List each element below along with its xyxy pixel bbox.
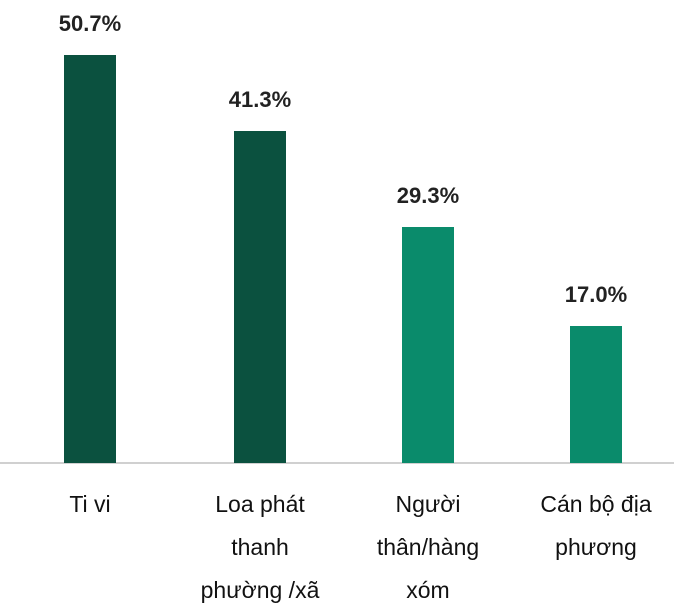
- value-label: 17.0%: [564, 282, 628, 308]
- value-label: 41.3%: [228, 86, 292, 112]
- x-tick-label: Người thân/hàng xóm: [376, 491, 480, 603]
- x-tick-label: Loa phát thanh phường /xã: [200, 491, 320, 603]
- chart: 50.7% Ti vi 41.3% Loa phát thanh phường /xã…: [0, 11, 674, 603]
- x-axis-line: [0, 462, 674, 464]
- value-label: 29.3%: [396, 183, 460, 209]
- value-label: 50.7%: [58, 11, 122, 36]
- x-tick-label: Cán bộ địa phương: [540, 491, 652, 560]
- bar: [234, 130, 286, 463]
- x-tick-label: Ti vi: [69, 491, 111, 517]
- bar: [570, 326, 622, 463]
- bar: [64, 55, 116, 463]
- bar: [402, 227, 454, 463]
